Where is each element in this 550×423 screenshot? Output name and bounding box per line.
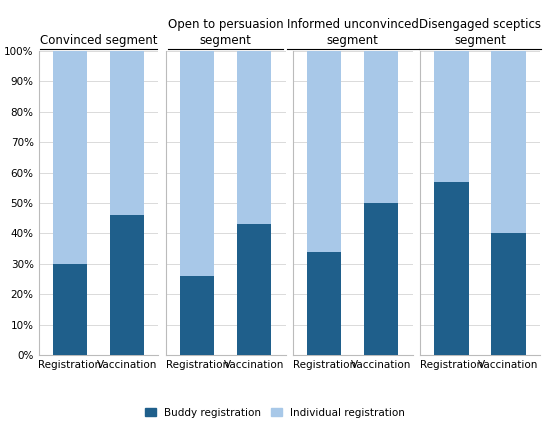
Bar [237, 51, 271, 224]
Bar [110, 51, 144, 215]
Bar [491, 233, 526, 355]
Bar [307, 252, 342, 355]
Bar [110, 215, 144, 355]
Legend: Buddy registration, Individual registration: Buddy registration, Individual registrat… [145, 408, 405, 418]
Bar [491, 51, 526, 233]
Bar [53, 51, 87, 264]
Bar [237, 224, 271, 355]
Bar [307, 51, 342, 252]
Title: Convinced segment: Convinced segment [40, 34, 157, 47]
Bar [364, 51, 399, 203]
Bar [180, 51, 214, 276]
Bar [434, 51, 469, 182]
Bar [53, 264, 87, 355]
Bar [180, 276, 214, 355]
Title: Disengaged sceptics
segment: Disengaged sceptics segment [419, 18, 541, 47]
Bar [364, 203, 399, 355]
Title: Informed unconvinced
segment: Informed unconvinced segment [287, 18, 419, 47]
Bar [434, 182, 469, 355]
Title: Open to persuasion
segment: Open to persuasion segment [168, 18, 283, 47]
